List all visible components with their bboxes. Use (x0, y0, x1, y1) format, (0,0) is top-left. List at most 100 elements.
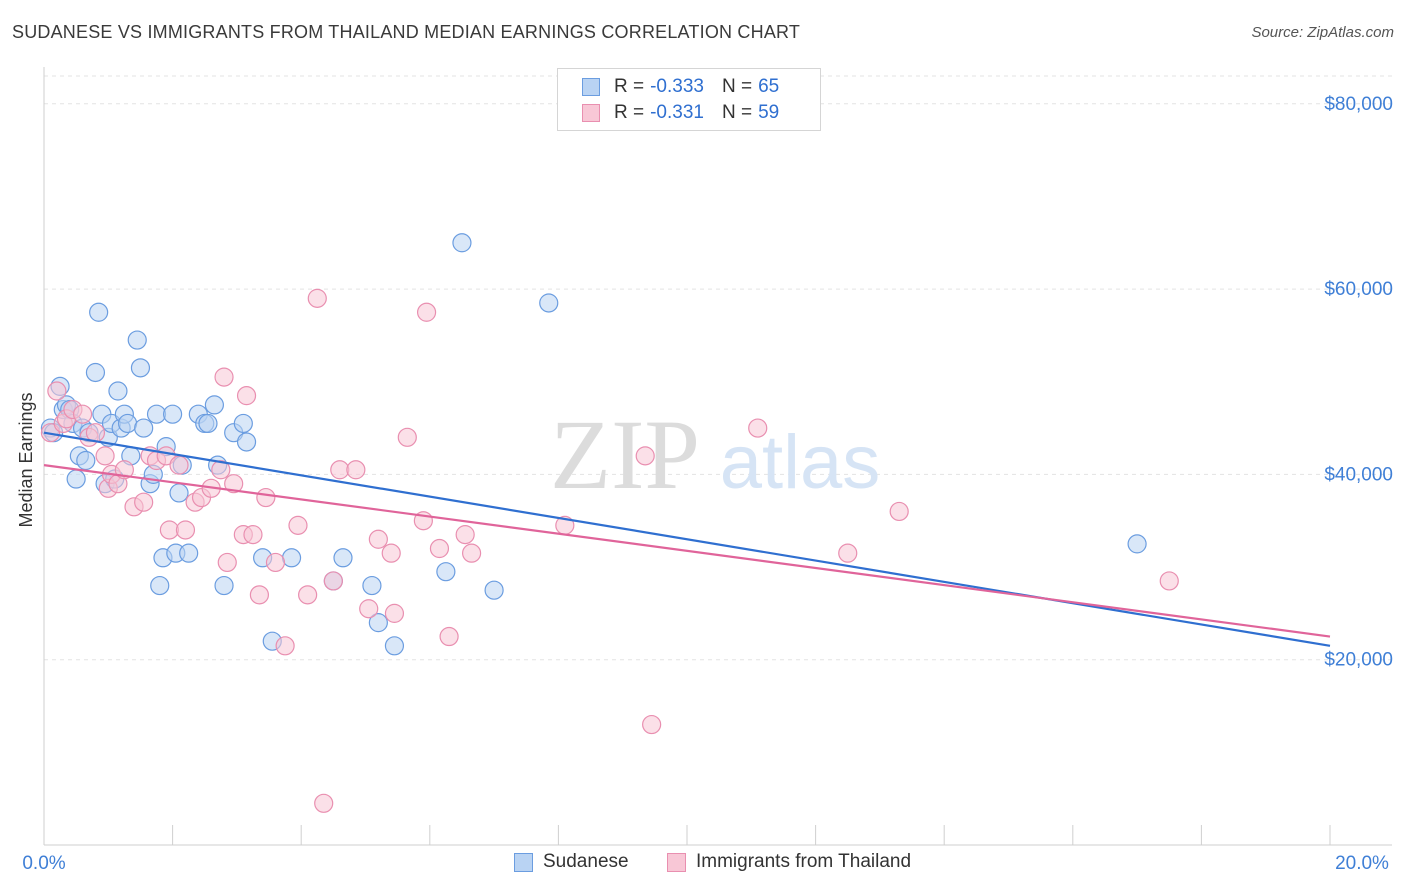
thailand-point (397, 427, 417, 447)
sudanese-point (281, 548, 302, 568)
legend-item-sudanese: Sudanese (514, 851, 629, 873)
axes (43, 67, 1392, 846)
thailand-point (175, 520, 196, 540)
x-tick-label: 0.0% (22, 853, 65, 874)
trend-lines (43, 431, 1331, 647)
n-label: N = (721, 76, 753, 97)
source-label: Source: ZipAtlas.com (1251, 24, 1394, 41)
thailand-point (288, 515, 308, 535)
thailand-point (307, 288, 327, 308)
thailand-point (214, 367, 234, 387)
thailand-point (429, 538, 450, 559)
sudanese-point (368, 613, 388, 633)
y-axis-label: Median Earnings (16, 392, 36, 527)
chart-title: SUDANESE VS IMMIGRANTS FROM THAILAND MED… (12, 22, 801, 42)
correlation-legend: R = -0.333 N = 65 R = -0.331 N = 59 (557, 68, 821, 131)
sudanese-point (108, 381, 128, 401)
thailand-legend-swatch (667, 852, 686, 872)
x-tick-label: 20.0% (1335, 853, 1389, 874)
thailand-point (236, 386, 257, 406)
sudanese-point (117, 413, 138, 434)
sudanese-point (484, 580, 504, 600)
thailand-point (455, 525, 475, 545)
thailand-point (314, 793, 334, 813)
thailand-point (748, 418, 768, 438)
thailand-point (256, 487, 276, 508)
thailand-point (224, 474, 244, 494)
thailand-point (330, 460, 350, 480)
sudanese-point (233, 413, 253, 434)
thailand-point (134, 492, 154, 512)
sudanese-point (127, 330, 147, 350)
n-value: 65 (758, 76, 780, 97)
sudanese-point (204, 395, 224, 415)
thailand-point (243, 525, 263, 545)
thailand-point (323, 571, 343, 591)
sudanese-point (333, 548, 353, 568)
tick-labels: $20,000 $40,000 $60,000 $80,000 0.0% 20.0% (22, 94, 1393, 874)
y-tick-label: $60,000 (1324, 279, 1393, 300)
thailand-point (85, 423, 106, 443)
sudanese-point (362, 575, 382, 596)
thailand-point (359, 599, 379, 619)
y-tick-label: $40,000 (1324, 464, 1393, 485)
sudanese-point (146, 404, 167, 424)
thailand-point (265, 552, 286, 573)
sudanese-point (169, 483, 189, 503)
legend-item-thailand: Immigrants from Thailand (667, 851, 911, 873)
thailand-point (346, 460, 366, 480)
n-label: N = (721, 102, 753, 123)
data-points (40, 233, 1179, 813)
legend-row-sudanese: R = -0.333 N = 65 (582, 74, 779, 100)
sudanese-point (539, 293, 559, 313)
r-value: -0.331 (650, 102, 704, 123)
sudanese-legend-swatch (514, 852, 533, 872)
sudanese-legend-label: Sudanese (543, 851, 629, 872)
watermark-zip: ZIP (550, 399, 700, 510)
sudanese-point (76, 450, 96, 471)
sudanese-point (436, 562, 456, 582)
thailand-point (211, 460, 231, 480)
thailand-point (889, 501, 909, 522)
y-tick-label: $80,000 (1324, 94, 1393, 115)
thailand-point (249, 585, 270, 605)
thailand-point (95, 446, 115, 466)
thailand-point (461, 543, 482, 563)
sudanese-point (198, 413, 218, 434)
thailand-point (47, 381, 67, 401)
watermark-atlas: atlas (720, 420, 881, 505)
sudanese-point (1127, 534, 1147, 554)
sudanese-point (452, 233, 472, 253)
sudanese-point (89, 302, 109, 322)
sudanese-point (236, 432, 257, 452)
thailand-point (72, 404, 93, 424)
thailand-point (159, 520, 179, 540)
thailand-point (635, 446, 655, 466)
sudanese-point (179, 543, 199, 563)
sudanese-point (384, 636, 405, 656)
thailand-point (368, 529, 388, 549)
sudanese-point (214, 575, 234, 596)
sudanese-point (163, 404, 183, 424)
legend-row-thailand: R = -0.331 N = 59 (582, 100, 779, 126)
thailand-point (381, 543, 401, 563)
thailand-point (169, 455, 189, 475)
sudanese-trend-line (43, 431, 1331, 647)
thailand-swatch (582, 104, 600, 122)
thailand-legend-label: Immigrants from Thailand (696, 851, 912, 872)
thailand-point (838, 543, 858, 563)
thailand-point (416, 302, 437, 322)
sudanese-point (150, 575, 170, 596)
sudanese-point (85, 362, 106, 383)
thailand-point (439, 626, 459, 647)
r-value: -0.333 (650, 76, 704, 97)
r-label: R = (614, 76, 645, 97)
thailand-trend-line (43, 464, 1331, 638)
thailand-point (217, 552, 237, 573)
r-label: R = (614, 102, 645, 123)
sudanese-swatch (582, 78, 600, 96)
thailand-point (275, 636, 295, 656)
thailand-point (384, 603, 405, 623)
thailand-point (642, 714, 662, 735)
